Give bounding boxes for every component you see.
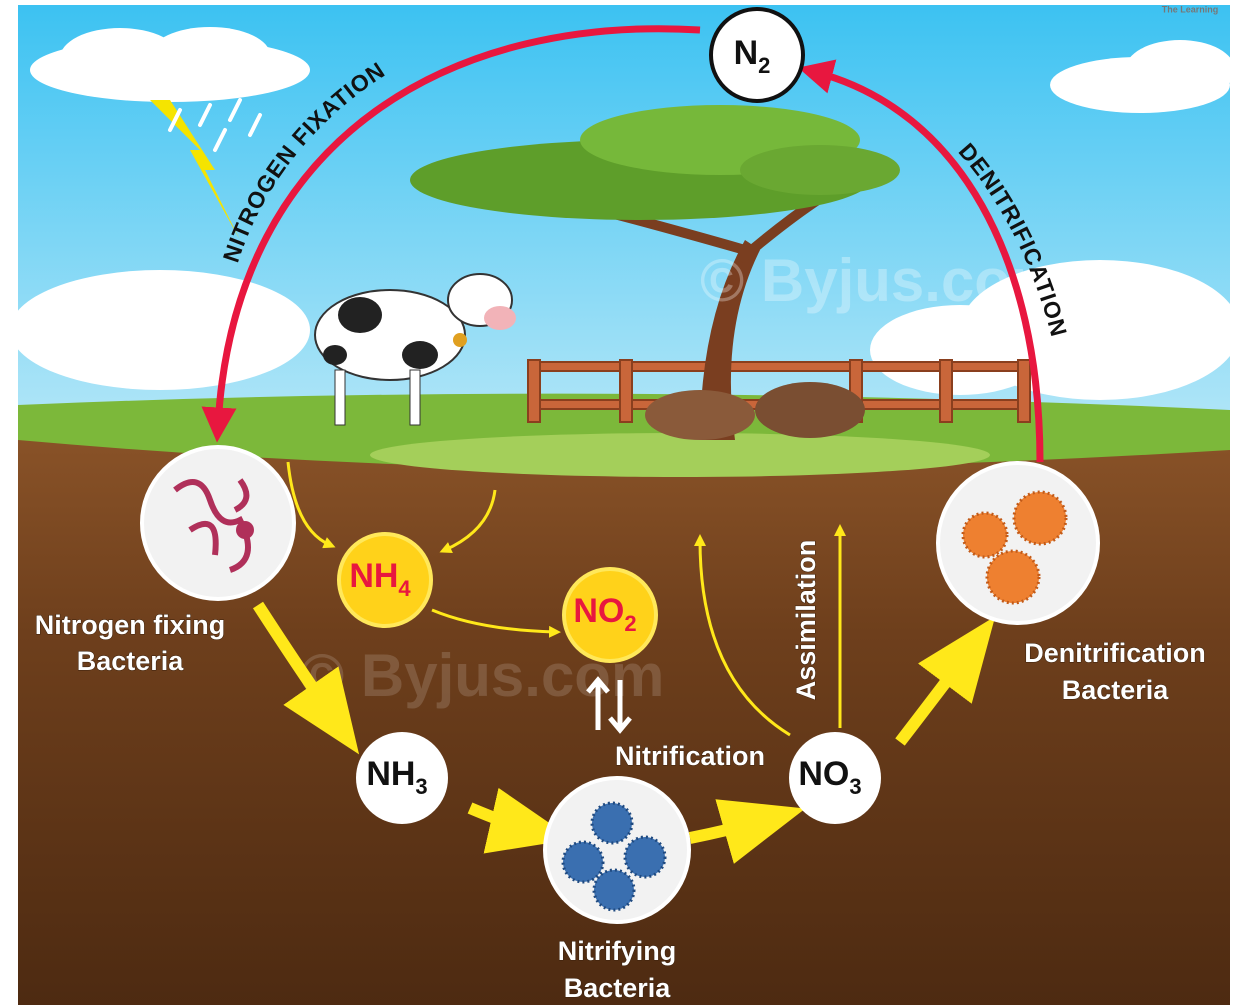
nitrogen-cycle-diagram: © Byjus.com © Byjus.com The Learning NIT… <box>0 0 1242 1005</box>
assimilation-label: Assimilation <box>791 540 821 701</box>
bacteria-node <box>938 463 1098 623</box>
subscript: 4 <box>398 576 411 601</box>
bacteria-label: Bacteria <box>564 973 672 1003</box>
bacteria-label: Nitrogen fixing <box>35 610 226 640</box>
symbol: NH <box>349 557 398 595</box>
symbol: NO <box>573 592 624 630</box>
bacteria-node <box>545 778 689 922</box>
grass-patch <box>370 433 990 477</box>
body: © Byjus.com © Byjus.com The Learning NIT… <box>0 0 1242 1005</box>
bacteria-label: Denitrification <box>1024 638 1206 668</box>
subscript: 3 <box>415 774 427 799</box>
bacteria-node <box>142 447 294 599</box>
subscript: 2 <box>758 53 770 78</box>
nitrification-label: Nitrification <box>615 741 765 771</box>
bacteria-label: Bacteria <box>77 646 185 676</box>
bacteria-label: Nitrifying <box>558 936 677 966</box>
corner-text: The Learning <box>1162 4 1219 14</box>
symbol: N <box>734 34 759 72</box>
symbol: NO <box>798 755 849 793</box>
page: Nitrogen Cycle {"watermark": "© Byjus.co… <box>0 0 1242 1005</box>
subscript: 3 <box>849 774 861 799</box>
bacteria-label: Bacteria <box>1062 675 1170 705</box>
subscript: 2 <box>624 611 636 636</box>
symbol: NH <box>366 755 415 793</box>
